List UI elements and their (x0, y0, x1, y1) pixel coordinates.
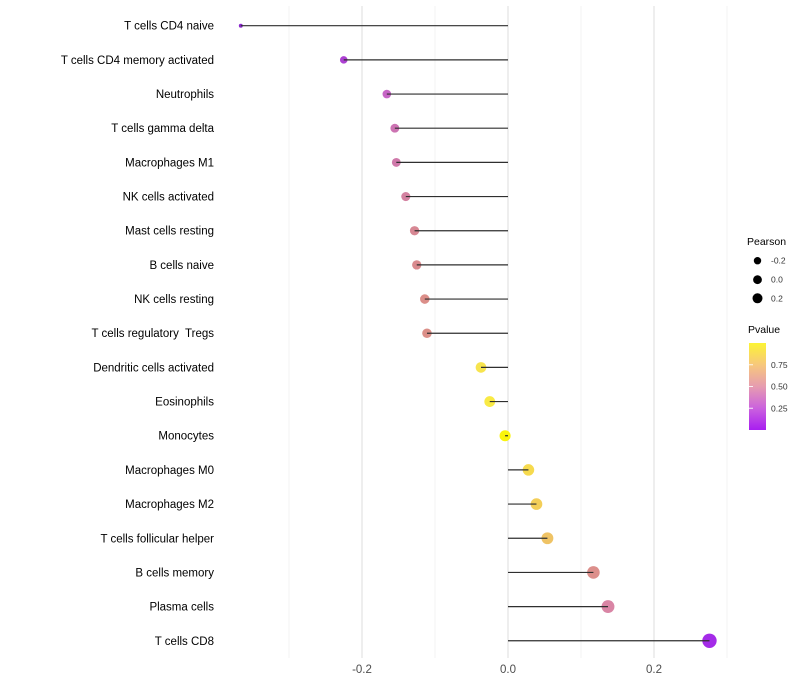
size-legend-label: 0.0 (771, 275, 783, 285)
size-legend-title: Pearson (747, 236, 787, 248)
color-legend-title: Pvalue (748, 324, 781, 336)
colorbar-tick-label: 0.75 (771, 360, 788, 370)
category-label: T cells CD8 (155, 636, 214, 648)
colorbar-tick-label: 0.50 (771, 382, 788, 392)
size-legend-label: -0.2 (771, 256, 786, 266)
category-label: Monocytes (158, 431, 214, 443)
colorbar-tick-label: 0.25 (771, 403, 788, 413)
category-label: Macrophages M0 (125, 465, 214, 477)
category-label: NK cells activated (123, 192, 214, 204)
category-label: Eosinophils (155, 397, 214, 409)
category-label: B cells naive (149, 260, 214, 272)
x-tick-label: -0.2 (352, 664, 372, 676)
category-label: T cells regulatory Tregs (91, 328, 214, 340)
category-label: Macrophages M1 (125, 157, 214, 169)
category-label: Plasma cells (149, 602, 214, 614)
category-label: Macrophages M2 (125, 499, 214, 511)
category-label: Neutrophils (156, 89, 214, 101)
x-tick-label: 0.0 (500, 664, 516, 676)
category-label: Dendritic cells activated (93, 362, 214, 374)
category-label: T cells CD4 naive (124, 21, 214, 33)
category-label: T cells CD4 memory activated (61, 55, 214, 67)
pvalue-colorbar (749, 343, 766, 430)
size-legend-label: 0.2 (771, 293, 783, 303)
category-label: Mast cells resting (125, 226, 214, 238)
category-label: NK cells resting (134, 294, 214, 306)
size-legend-dot (753, 275, 762, 285)
size-legend-dot (752, 293, 763, 304)
size-legend-dot (753, 257, 762, 265)
category-label: T cells follicular helper (100, 533, 214, 545)
x-tick-label: 0.2 (646, 664, 662, 676)
category-label: T cells gamma delta (111, 123, 214, 135)
category-label: B cells memory (135, 567, 214, 579)
